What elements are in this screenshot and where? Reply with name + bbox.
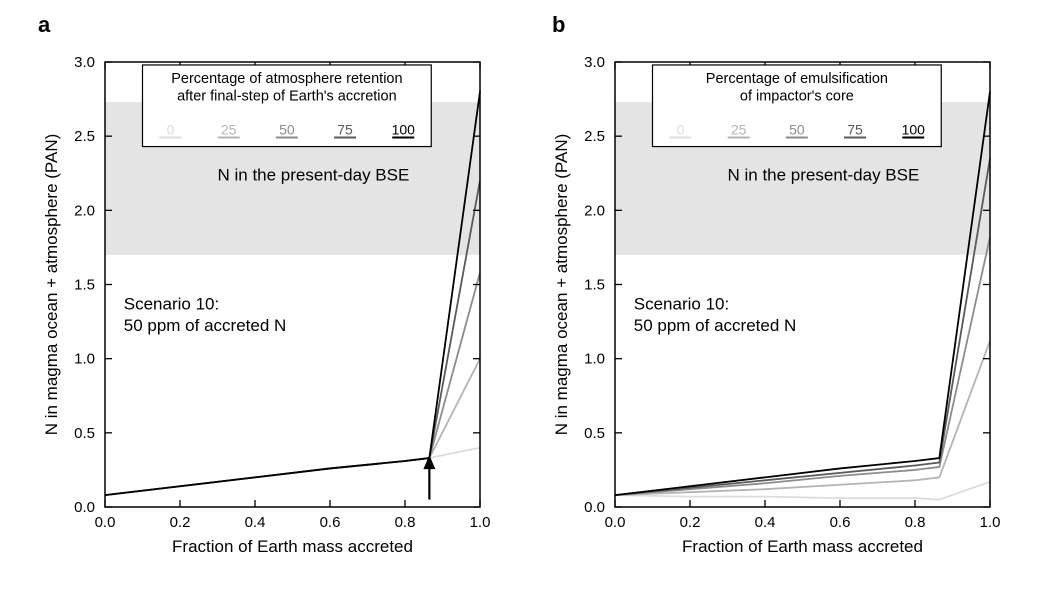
svg-text:2.0: 2.0 (584, 202, 605, 219)
svg-text:N in the present-day BSE: N in the present-day BSE (728, 166, 920, 185)
svg-text:0.8: 0.8 (905, 514, 926, 531)
svg-text:3.0: 3.0 (584, 54, 605, 71)
svg-text:1.5: 1.5 (74, 277, 95, 294)
svg-text:0.5: 0.5 (74, 425, 95, 442)
svg-text:2.5: 2.5 (74, 128, 95, 145)
svg-text:N in magma ocean + atmosphere: N in magma ocean + atmosphere (PAN) (42, 134, 61, 436)
svg-text:of impactor's core: of impactor's core (740, 88, 854, 104)
svg-text:1.0: 1.0 (470, 514, 491, 531)
svg-text:0.2: 0.2 (170, 514, 191, 531)
svg-text:0.0: 0.0 (95, 514, 116, 531)
svg-text:25: 25 (221, 122, 237, 138)
svg-text:0: 0 (167, 122, 175, 138)
chart-svg: 0.0 0.2 0.4 0.6 0.8 1.0 0.0 0.5 1.0 1.5 2.0 2.5 3.0 F… (0, 0, 1050, 590)
panel-a-label: a (38, 12, 50, 38)
figure-root: a b 0.0 0.2 0.4 0.6 0.8 1.0 0.0 0.5 1.0 1.5 2.0 2.5… (0, 0, 1050, 590)
svg-text:Percentage of atmosphere reten: Percentage of atmosphere retention (171, 71, 402, 87)
svg-text:0.0: 0.0 (605, 514, 626, 531)
svg-text:3.0: 3.0 (74, 54, 95, 71)
svg-text:N in the present-day BSE: N in the present-day BSE (218, 166, 410, 185)
svg-text:Scenario 10:: Scenario 10: (634, 295, 729, 314)
svg-text:50 ppm of accreted N: 50 ppm of accreted N (634, 316, 797, 335)
svg-text:Fraction of Earth mass accrete: Fraction of Earth mass accreted (682, 537, 923, 556)
svg-text:1.0: 1.0 (980, 514, 1001, 531)
svg-text:100: 100 (902, 122, 926, 138)
svg-text:0.5: 0.5 (584, 425, 605, 442)
svg-text:Scenario 10:: Scenario 10: (124, 295, 219, 314)
svg-text:2.5: 2.5 (584, 128, 605, 145)
svg-text:50: 50 (279, 122, 295, 138)
svg-text:1.0: 1.0 (584, 351, 605, 368)
svg-text:0: 0 (677, 122, 685, 138)
svg-text:25: 25 (731, 122, 747, 138)
svg-text:0.4: 0.4 (755, 514, 776, 531)
svg-text:0.6: 0.6 (830, 514, 851, 531)
svg-text:1.0: 1.0 (74, 351, 95, 368)
svg-text:0.0: 0.0 (584, 499, 605, 516)
svg-text:Fraction of Earth mass accrete: Fraction of Earth mass accreted (172, 537, 413, 556)
svg-text:after final-step of Earth's ac: after final-step of Earth's accretion (177, 88, 397, 104)
svg-text:75: 75 (337, 122, 353, 138)
svg-text:100: 100 (392, 122, 416, 138)
svg-text:1.5: 1.5 (584, 277, 605, 294)
svg-text:Percentage of emulsification: Percentage of emulsification (706, 71, 888, 87)
svg-text:2.0: 2.0 (74, 202, 95, 219)
svg-text:0.2: 0.2 (680, 514, 701, 531)
svg-text:75: 75 (847, 122, 863, 138)
svg-text:50 ppm of accreted N: 50 ppm of accreted N (124, 316, 287, 335)
svg-text:0.0: 0.0 (74, 499, 95, 516)
panel-b-label: b (552, 12, 565, 38)
svg-text:0.8: 0.8 (395, 514, 416, 531)
svg-text:0.6: 0.6 (320, 514, 341, 531)
svg-text:0.4: 0.4 (245, 514, 266, 531)
svg-text:N in magma ocean + atmosphere: N in magma ocean + atmosphere (PAN) (552, 134, 571, 436)
svg-text:50: 50 (789, 122, 805, 138)
